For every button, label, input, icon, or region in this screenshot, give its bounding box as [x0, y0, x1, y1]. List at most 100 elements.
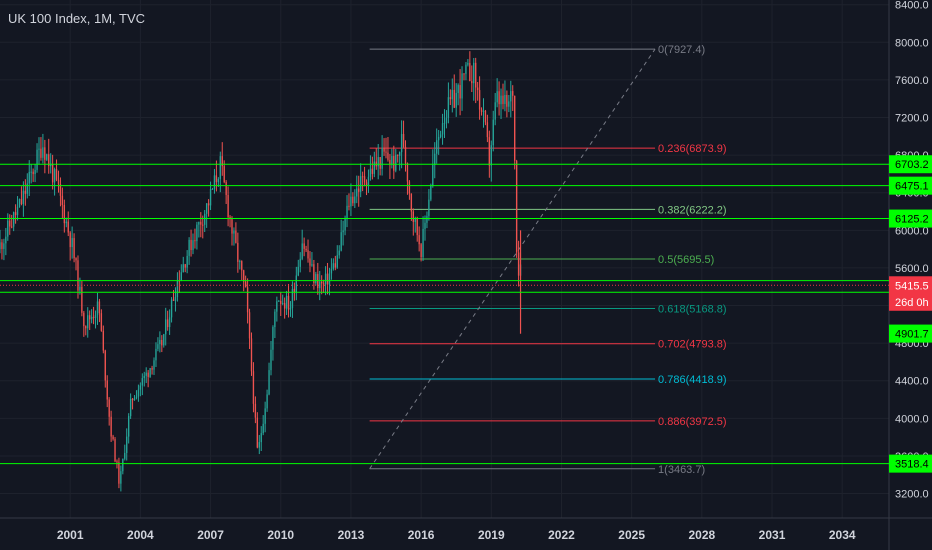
candle-body [0, 242, 1, 250]
price-tag-label: 4901.7 [895, 329, 929, 341]
candle-body [155, 348, 157, 361]
candle-body [192, 240, 194, 251]
candle-body [428, 199, 430, 216]
candle-body [299, 258, 301, 267]
candle-body [229, 216, 231, 220]
candle-body [461, 73, 463, 99]
x-tick-label: 2031 [759, 528, 786, 542]
candle-body [358, 188, 360, 192]
candle-body [94, 315, 97, 318]
candle-body [330, 268, 333, 274]
candle-body [478, 90, 481, 110]
candle-body [319, 281, 321, 289]
candle-body [264, 408, 266, 424]
candle-body [391, 155, 393, 165]
candle-body [241, 261, 243, 271]
candle-body [517, 252, 520, 276]
candle-body [246, 287, 249, 313]
y-tick-label: 7600.0 [895, 75, 929, 87]
candle-body [324, 273, 327, 285]
candle-body [77, 260, 79, 291]
candle-body [326, 273, 329, 285]
candle-body [430, 185, 432, 200]
candle-body [451, 89, 453, 100]
x-tick-label: 2004 [127, 528, 154, 542]
candle-body [510, 91, 512, 102]
candle-body [55, 169, 58, 180]
candle-body [20, 199, 23, 205]
candle-body [373, 161, 375, 174]
candle-body [42, 147, 44, 158]
candle-body [397, 154, 399, 156]
candle-body [278, 300, 280, 302]
candle-body [322, 283, 325, 285]
candle-body [159, 339, 161, 345]
candle-body [51, 163, 54, 183]
candle-body [194, 240, 196, 242]
candle-body [34, 169, 36, 175]
candle-body [104, 350, 106, 381]
candle-body [61, 195, 64, 205]
candle-body [149, 368, 151, 377]
fib-level-label: 0.702(4793.8) [658, 339, 727, 351]
candle-body [338, 250, 340, 256]
candle-body [180, 272, 182, 281]
candle-body [151, 368, 153, 370]
price-tag-box [889, 276, 932, 295]
candle-body [457, 85, 459, 93]
candle-body [38, 148, 40, 150]
candle-body [170, 299, 173, 318]
candle-body [239, 261, 241, 263]
candle-body [40, 148, 42, 158]
candle-body [205, 203, 208, 214]
x-tick-label: 2025 [618, 528, 645, 542]
candle-body [287, 295, 290, 310]
candle-body [106, 380, 108, 400]
candle-body [176, 280, 179, 298]
fib-level-label: 0.618(5168.8) [658, 303, 727, 315]
candle-body [307, 250, 309, 259]
candle-body [14, 212, 17, 216]
candle-body [488, 137, 491, 166]
price-tag-box [889, 324, 932, 343]
price-tag-label: 5415.5 [895, 280, 929, 292]
candle-body [336, 255, 338, 268]
candle-body [422, 228, 424, 258]
candle-body [135, 396, 138, 399]
candle-body [235, 230, 237, 243]
candle-body [174, 297, 177, 301]
candle-body [342, 230, 344, 233]
x-tick-label: 2022 [548, 528, 575, 542]
candle-body [9, 220, 11, 227]
candle-body [260, 433, 262, 443]
candle-body [147, 372, 149, 377]
candle-body [484, 110, 487, 123]
candle-body [28, 171, 30, 184]
candle-body [354, 196, 356, 204]
candle-body [387, 152, 389, 160]
candle-body [231, 219, 233, 234]
candle-body [85, 326, 87, 329]
candle-body [297, 266, 299, 276]
candle-body [24, 190, 27, 194]
candle-body [276, 301, 278, 312]
candle-body [75, 258, 77, 261]
candle-body [309, 258, 311, 266]
candle-body [36, 149, 38, 170]
candle-body [213, 175, 216, 189]
candle-body [475, 62, 477, 88]
candle-body [202, 224, 204, 226]
candle-body [490, 145, 492, 166]
x-tick-label: 2001 [57, 528, 84, 542]
price-tag-box [889, 176, 932, 195]
candle-body [112, 436, 114, 440]
candle-body [381, 147, 383, 169]
candle-body [137, 389, 140, 397]
candle-body [168, 317, 171, 328]
candle-body [496, 91, 498, 103]
candle-body [22, 190, 25, 205]
fib-level-label: 0(7927.4) [658, 44, 705, 56]
candle-body [207, 203, 210, 206]
candle-body [244, 281, 247, 288]
